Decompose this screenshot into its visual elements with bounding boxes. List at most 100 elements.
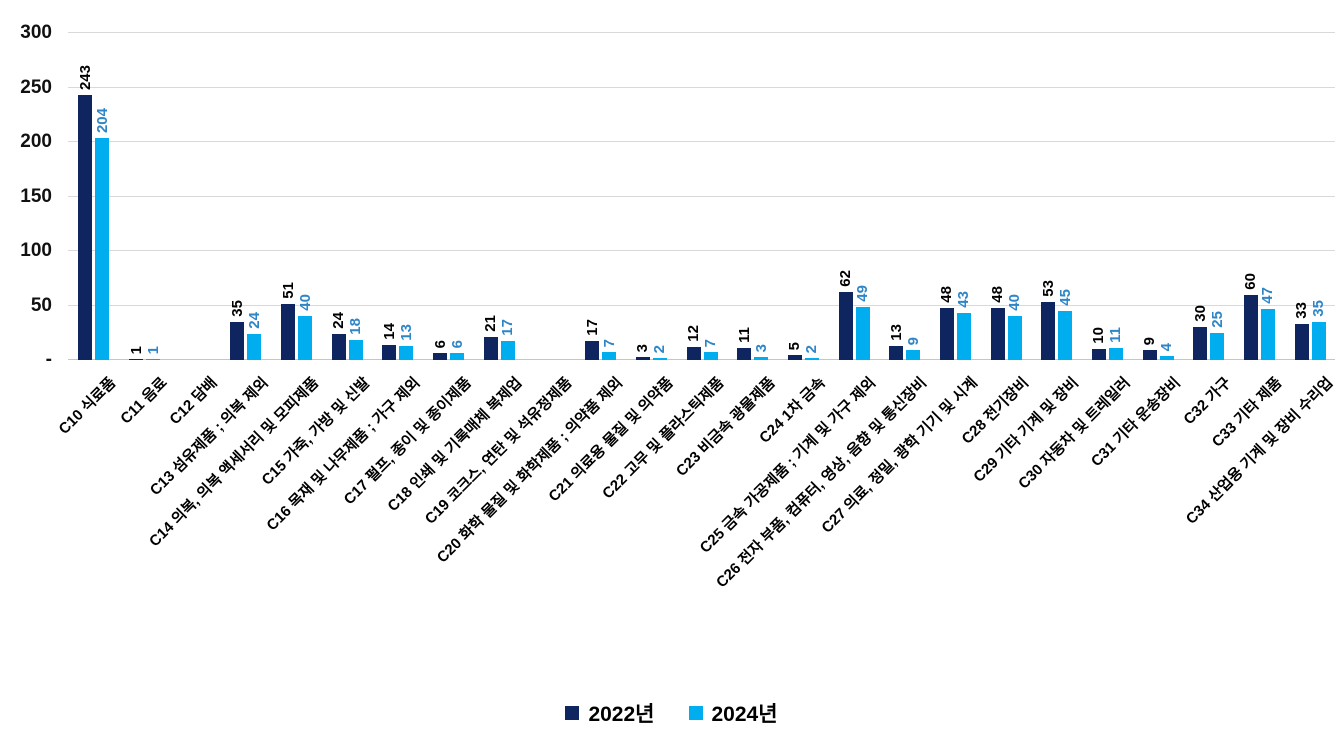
bar-label-C31-2022년: 9 bbox=[1141, 336, 1159, 345]
bar-label-C26-2024년: 9 bbox=[904, 336, 922, 345]
legend-label-2024: 2024년 bbox=[711, 703, 778, 726]
y-tick-label-0: - bbox=[45, 349, 52, 370]
gridline-200 bbox=[68, 141, 1335, 142]
bar-C11-2024년 bbox=[146, 359, 161, 360]
bar-C22-2022년 bbox=[686, 347, 701, 360]
bar-label-C33-2022년: 60 bbox=[1242, 273, 1260, 290]
bar-label-C21-2022년: 3 bbox=[634, 343, 652, 352]
bar-C21-2022년 bbox=[635, 357, 650, 360]
bar-C33-2022년 bbox=[1243, 295, 1258, 360]
bar-C20-2022년 bbox=[585, 341, 600, 360]
bar-C24-2022년 bbox=[787, 355, 802, 360]
bar-label-C10-2022년: 243 bbox=[76, 64, 94, 90]
bar-C16-2024년 bbox=[399, 346, 414, 360]
y-axis: - 50 100 150 200 250 300 bbox=[0, 22, 58, 370]
bar-label-C14-2024년: 40 bbox=[296, 294, 314, 311]
bar-C27-2024년 bbox=[956, 313, 971, 360]
legend-item-2022: 2022년 bbox=[565, 698, 655, 728]
gridline-0 bbox=[68, 359, 1335, 360]
bar-C29-2022년 bbox=[1041, 302, 1056, 360]
gridline-150 bbox=[68, 195, 1335, 197]
gridline-50 bbox=[68, 304, 1335, 306]
x-label-C10: C10 식료품 bbox=[55, 374, 120, 438]
legend-label-2022: 2022년 bbox=[588, 703, 655, 726]
bar-C14-2022년 bbox=[281, 304, 296, 360]
bar-C34-2022년 bbox=[1294, 324, 1309, 360]
bar-label-C25-2024년: 49 bbox=[854, 285, 872, 302]
bar-C13-2022년 bbox=[230, 322, 245, 360]
bar-C16-2022년 bbox=[382, 345, 397, 360]
bar-label-C23-2022년: 11 bbox=[735, 327, 753, 343]
bar-C11-2022년 bbox=[129, 359, 144, 360]
bar-label-C30-2024년: 11 bbox=[1107, 327, 1125, 343]
gridline-100 bbox=[68, 250, 1335, 251]
bar-label-C29-2022년: 53 bbox=[1039, 280, 1057, 297]
y-tick-label-50: 50 bbox=[30, 294, 52, 316]
bar-label-C29-2024년: 45 bbox=[1056, 289, 1074, 306]
bar-C32-2024년 bbox=[1210, 333, 1225, 360]
bar-label-C25-2022년: 62 bbox=[837, 270, 855, 287]
gridline-300 bbox=[68, 32, 1335, 33]
bar-label-C30-2022년: 10 bbox=[1090, 327, 1108, 344]
x-label-C11: C11 음료 bbox=[116, 374, 171, 428]
bar-label-C26-2022년: 13 bbox=[887, 324, 905, 341]
bar-C34-2024년 bbox=[1311, 322, 1326, 360]
bar-label-C15-2022년: 24 bbox=[330, 312, 348, 329]
bar-C17-2022년 bbox=[433, 353, 448, 360]
x-label-C20: C20 화학 물질 및 화학제품 ; 의약품 제외 bbox=[434, 374, 627, 567]
bar-C14-2024년 bbox=[298, 316, 313, 360]
bar-C17-2024년 bbox=[450, 353, 465, 360]
bar-label-C33-2024년: 47 bbox=[1259, 287, 1277, 304]
bar-label-C11-2024년: 1 bbox=[144, 345, 162, 354]
bar-C28-2024년 bbox=[1007, 316, 1022, 360]
bar-label-C20-2024년: 7 bbox=[600, 338, 618, 347]
bar-C21-2024년 bbox=[652, 358, 667, 360]
y-tick-label-200: 200 bbox=[20, 131, 52, 152]
gridline-250 bbox=[68, 86, 1335, 88]
bar-label-C20-2022년: 17 bbox=[583, 319, 601, 336]
bar-C20-2024년 bbox=[602, 352, 617, 360]
bar-label-C14-2022년: 51 bbox=[279, 282, 297, 299]
bar-C26-2024년 bbox=[906, 350, 921, 360]
bar-label-C31-2024년: 4 bbox=[1158, 342, 1176, 351]
bar-C25-2022년 bbox=[838, 292, 853, 360]
bar-label-C13-2022년: 35 bbox=[228, 300, 246, 317]
x-axis-labels: C10 식료품 C11 음료 C12 담배 C13 섬유제품 ; 의복 제외 C14 의… bbox=[56, 366, 1336, 686]
y-tick-label-250: 250 bbox=[20, 76, 52, 98]
bar-label-C11-2022년: 1 bbox=[127, 345, 145, 354]
bar-C18-2024년 bbox=[500, 341, 515, 360]
bar-label-C17-2022년: 6 bbox=[431, 339, 449, 348]
bar-label-C17-2024년: 6 bbox=[448, 339, 466, 348]
y-tick-label-300: 300 bbox=[20, 22, 52, 43]
bar-label-C16-2022년: 14 bbox=[380, 323, 398, 340]
bar-C13-2024년 bbox=[247, 334, 262, 360]
bar-C30-2022년 bbox=[1091, 349, 1106, 360]
y-tick-label-100: 100 bbox=[20, 240, 52, 261]
bar-label-C28-2022년: 48 bbox=[989, 286, 1007, 303]
y-tick-label-150: 150 bbox=[20, 185, 52, 207]
bar-C18-2022년 bbox=[483, 337, 498, 360]
bar-label-C34-2022년: 33 bbox=[1293, 302, 1311, 319]
bar-label-C28-2024년: 40 bbox=[1006, 294, 1024, 311]
bar-C32-2022년 bbox=[1193, 327, 1208, 360]
bar-C10-2024년 bbox=[95, 138, 110, 360]
bar-label-C23-2024년: 3 bbox=[752, 343, 770, 352]
bar-C31-2022년 bbox=[1142, 350, 1157, 360]
bar-label-C24-2022년: 5 bbox=[786, 341, 804, 350]
bar-C33-2024년 bbox=[1260, 309, 1275, 360]
bar-label-C27-2022년: 48 bbox=[938, 286, 956, 303]
bar-label-C32-2022년: 30 bbox=[1191, 305, 1209, 322]
bar-C15-2022년 bbox=[331, 334, 346, 360]
bar-C27-2022년 bbox=[939, 308, 954, 360]
legend: 2022년 2024년 bbox=[0, 698, 1343, 728]
bar-label-C32-2024년: 25 bbox=[1208, 311, 1226, 328]
bar-C30-2024년 bbox=[1108, 348, 1123, 360]
bar-C28-2022년 bbox=[990, 308, 1005, 360]
bar-label-C18-2022년: 21 bbox=[482, 315, 500, 332]
bar-C25-2024년 bbox=[855, 307, 870, 360]
bar-C24-2024년 bbox=[804, 358, 819, 360]
legend-swatch-2022-icon bbox=[565, 706, 580, 720]
bar-C31-2024년 bbox=[1159, 356, 1174, 360]
x-label-C31: C31 기타 운송장비 bbox=[1087, 374, 1184, 471]
